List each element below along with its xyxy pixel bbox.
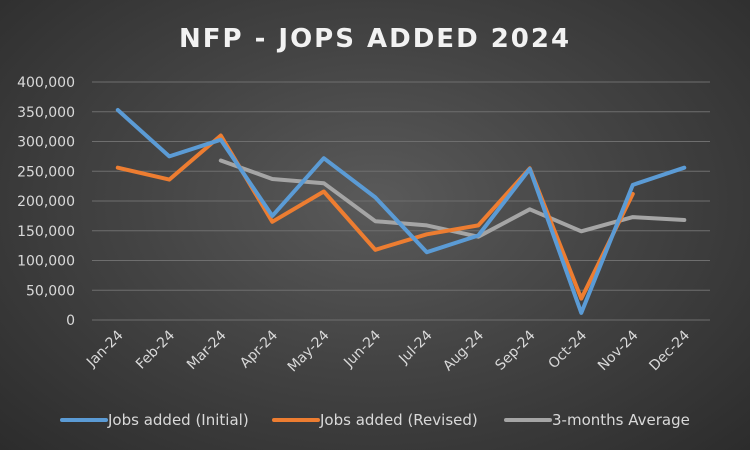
x-tick-label: May-24	[285, 327, 333, 375]
series-lines	[115, 108, 687, 315]
legend-label: 3-months Average	[552, 411, 690, 429]
x-tick-label: Mar-24	[184, 327, 230, 373]
x-axis-ticks: Jan-24 Feb-24 Mar-24 Apr-24 May-24 Jun-24 Jul-…	[83, 327, 693, 375]
y-axis-ticks: 0 50,000 100,000 150,000 200,000 250,000 300,0…	[17, 75, 75, 329]
x-tick-label: Aug-24	[440, 327, 487, 374]
y-tick-label: 250,000	[17, 164, 75, 180]
x-tick-label: Sep-24	[492, 327, 538, 373]
x-tick-label: Feb-24	[133, 327, 178, 372]
gridlines	[92, 81, 710, 321]
legend: Jobs added (Initial) Jobs added (Revised)…	[60, 411, 690, 429]
x-tick-label: Jul-24	[395, 327, 435, 367]
y-tick-label: 0	[66, 313, 75, 329]
x-tick-label: Apr-24	[237, 327, 281, 371]
x-tick-label: Dec-24	[646, 327, 693, 374]
x-tick-label: Oct-24	[545, 327, 590, 372]
legend-label: Jobs added (Initial)	[107, 411, 249, 429]
x-tick-label: Jan-24	[83, 327, 127, 371]
y-tick-label: 300,000	[17, 135, 75, 151]
series-line-0	[115, 108, 687, 315]
y-tick-label: 200,000	[17, 194, 75, 210]
y-tick-label: 150,000	[17, 224, 75, 240]
legend-label: Jobs added (Revised)	[319, 411, 478, 429]
y-tick-label: 50,000	[26, 283, 75, 299]
y-tick-label: 400,000	[17, 75, 75, 91]
x-tick-label: Jun-24	[340, 327, 384, 371]
series-line-1	[115, 133, 635, 301]
chart-title: NFP - JOPS ADDED 2024	[179, 24, 571, 54]
y-tick-label: 350,000	[17, 105, 75, 121]
x-tick-label: Nov-24	[595, 327, 642, 374]
y-tick-label: 100,000	[17, 254, 75, 270]
